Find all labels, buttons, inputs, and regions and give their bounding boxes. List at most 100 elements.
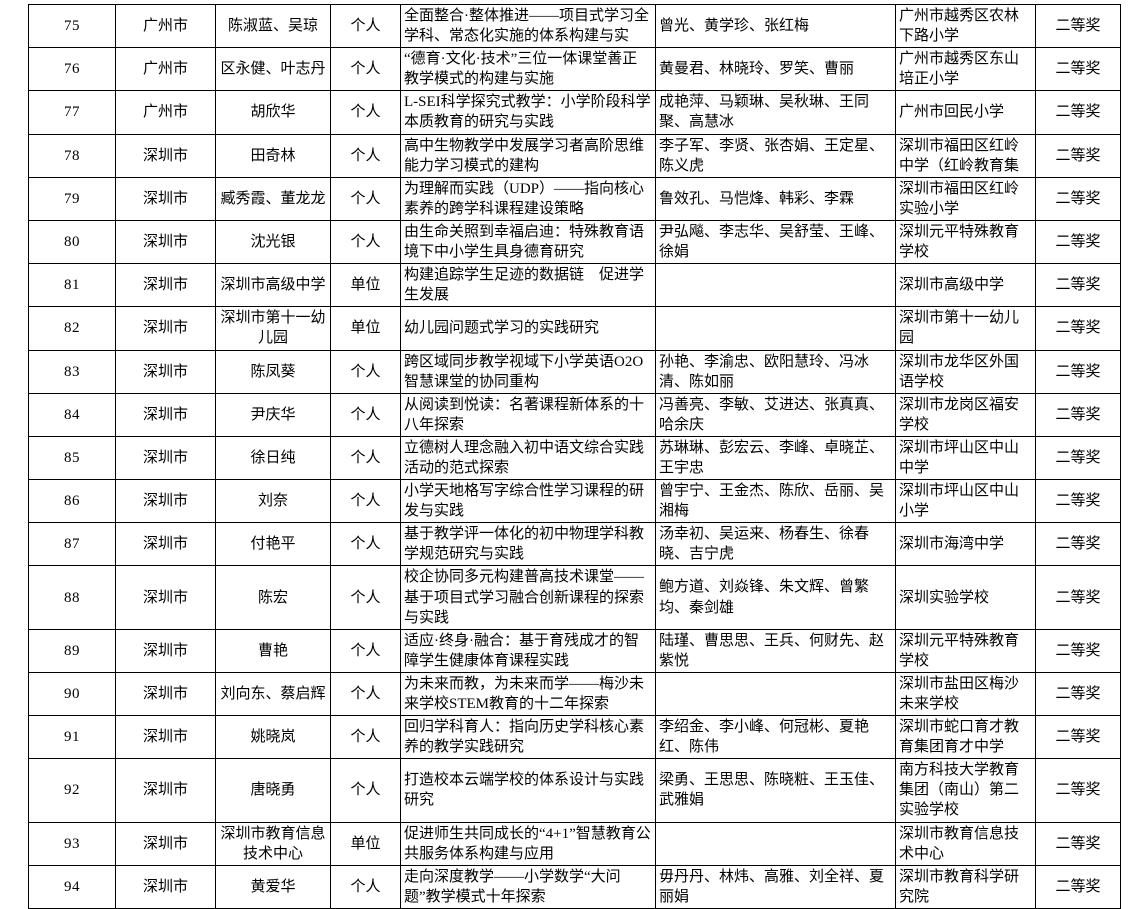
award-table-container: 75 广州市 陈淑蓝、吴琼 个人 全面整合·整体推进——项目式学习全学科、常态化实施的体… — [28, 3, 1121, 909]
cell-organization: 深圳实验学校 — [895, 565, 1036, 630]
cell-award-level: 二等奖 — [1035, 435, 1121, 481]
cell-serial-number: 94 — [28, 864, 116, 909]
cell-owner: 胡欣华 — [215, 90, 331, 135]
cell-city: 深圳市 — [115, 435, 216, 481]
cell-owner: 区永健、叶志丹 — [215, 47, 331, 92]
cell-organization: 深圳市海湾中学 — [895, 522, 1036, 567]
cell-serial-number: 78 — [28, 133, 116, 178]
cell-city: 深圳市 — [115, 565, 216, 630]
cell-type: 个人 — [330, 349, 401, 394]
cell-members: 尹弘飚、李志华、吴舒莹、王峰、徐娟 — [655, 219, 896, 265]
cell-city: 深圳市 — [115, 671, 216, 717]
cell-members: 黄曼君、林晓玲、罗笑、曹丽 — [655, 47, 896, 92]
cell-owner: 陈凤葵 — [215, 349, 331, 394]
cell-members: 孙艳、李渝忠、欧阳慧玲、冯冰清、陈如丽 — [655, 349, 896, 394]
cell-owner: 徐日纯 — [215, 435, 331, 481]
table-row: 87 深圳市 付艳平 个人 基于教学评一体化的初中物理学科教学规范研究与实践 汤幸初、吴运… — [28, 522, 1121, 567]
cell-owner: 深圳市高级中学 — [215, 263, 331, 308]
cell-award-level: 二等奖 — [1035, 392, 1121, 437]
cell-organization: 深圳市盐田区梅沙未来学校 — [895, 671, 1036, 717]
cell-owner: 黄爱华 — [215, 864, 331, 909]
cell-organization: 深圳市福田区红岭实验小学 — [895, 176, 1036, 221]
table-row: 92 深圳市 唐晓勇 个人 打造校本云端学校的体系设计与实践研究 梁勇、王思思、陈晓粧、王… — [28, 758, 1121, 823]
cell-city: 深圳市 — [115, 628, 216, 673]
cell-award-level: 二等奖 — [1035, 3, 1121, 49]
cell-title: “德育·文化·技术”三位一体课堂善正教学模式的构建与实施 — [400, 47, 656, 92]
cell-owner: 深圳市第十一幼儿园 — [215, 306, 331, 351]
cell-organization: 深圳元平特殊教育学校 — [895, 628, 1036, 673]
cell-award-level: 二等奖 — [1035, 133, 1121, 178]
table-row: 78 深圳市 田奇林 个人 高中生物教学中发展学习者高阶思维能力学习模式的建构 李子军、李… — [28, 133, 1121, 178]
cell-type: 单位 — [330, 263, 401, 308]
cell-owner: 陈宏 — [215, 565, 331, 630]
cell-award-level: 二等奖 — [1035, 306, 1121, 351]
table-row: 85 深圳市 徐日纯 个人 立德树人理念融入初中语文综合实践活动的范式探索 苏琳琳、彭宏云… — [28, 435, 1121, 481]
cell-city: 深圳市 — [115, 263, 216, 308]
table-row: 86 深圳市 刘奈 个人 小学天地格写字综合性学习课程的研发与实践 曾宇宁、王金杰、陈欣、… — [28, 479, 1121, 524]
table-row: 93 深圳市 深圳市教育信息技术中心 单位 促进师生共同成长的“4+1”智慧教育公共服务… — [28, 821, 1121, 866]
cell-city: 深圳市 — [115, 349, 216, 394]
cell-type: 个人 — [330, 176, 401, 221]
cell-serial-number: 91 — [28, 715, 116, 760]
cell-serial-number: 93 — [28, 821, 116, 866]
table-row: 90 深圳市 刘向东、蔡启辉 个人 为未来而教，为未来而学——梅沙未来学校STEM教育的… — [28, 671, 1121, 717]
cell-city: 深圳市 — [115, 176, 216, 221]
cell-owner: 田奇林 — [215, 133, 331, 178]
award-table-body: 75 广州市 陈淑蓝、吴琼 个人 全面整合·整体推进——项目式学习全学科、常态化实施的体… — [28, 3, 1121, 909]
cell-city: 深圳市 — [115, 522, 216, 567]
cell-award-level: 二等奖 — [1035, 522, 1121, 567]
cell-title: 由生命关照到幸福启迪：特殊教育语境下中小学生具身德育研究 — [400, 219, 656, 265]
cell-award-level: 二等奖 — [1035, 176, 1121, 221]
cell-title: 小学天地格写字综合性学习课程的研发与实践 — [400, 479, 656, 524]
cell-organization: 深圳市福田区红岭中学（红岭教育集 — [895, 133, 1036, 178]
cell-organization: 深圳市高级中学 — [895, 263, 1036, 308]
cell-serial-number: 81 — [28, 263, 116, 308]
cell-type: 个人 — [330, 392, 401, 437]
cell-members — [655, 263, 896, 308]
cell-members: 苏琳琳、彭宏云、李峰、卓晓芷、王宇忠 — [655, 435, 896, 481]
cell-award-level: 二等奖 — [1035, 758, 1121, 823]
cell-organization: 广州市回民小学 — [895, 90, 1036, 135]
cell-type: 个人 — [330, 3, 401, 49]
cell-serial-number: 92 — [28, 758, 116, 823]
cell-city: 深圳市 — [115, 715, 216, 760]
table-row: 76 广州市 区永健、叶志丹 个人 “德育·文化·技术”三位一体课堂善正教学模式的构建与… — [28, 47, 1121, 92]
cell-title: 从阅读到悦读：名著课程新体系的十八年探索 — [400, 392, 656, 437]
cell-members — [655, 821, 896, 866]
cell-title: 立德树人理念融入初中语文综合实践活动的范式探索 — [400, 435, 656, 481]
cell-city: 深圳市 — [115, 306, 216, 351]
cell-type: 个人 — [330, 628, 401, 673]
cell-title: 构建追踪学生足迹的数据链 促进学生发展 — [400, 263, 656, 308]
cell-city: 深圳市 — [115, 392, 216, 437]
cell-owner: 深圳市教育信息技术中心 — [215, 821, 331, 866]
cell-serial-number: 90 — [28, 671, 116, 717]
cell-type: 个人 — [330, 435, 401, 481]
cell-owner: 刘向东、蔡启辉 — [215, 671, 331, 717]
cell-title: 幼儿园问题式学习的实践研究 — [400, 306, 656, 351]
cell-organization: 深圳市教育科学研究院 — [895, 864, 1036, 909]
cell-serial-number: 77 — [28, 90, 116, 135]
cell-members: 陆瑾、曹思思、王兵、何财先、赵紫悦 — [655, 628, 896, 673]
cell-organization: 深圳市坪山区中山小学 — [895, 479, 1036, 524]
cell-award-level: 二等奖 — [1035, 671, 1121, 717]
cell-type: 个人 — [330, 671, 401, 717]
table-row: 80 深圳市 沈光银 个人 由生命关照到幸福启迪：特殊教育语境下中小学生具身德育研究 尹弘… — [28, 219, 1121, 265]
cell-award-level: 二等奖 — [1035, 90, 1121, 135]
cell-members — [655, 671, 896, 717]
table-row: 91 深圳市 姚晓岚 个人 回归学科育人：指向历史学科核心素养的教学实践研究 李绍金、李小… — [28, 715, 1121, 760]
cell-title: 回归学科育人：指向历史学科核心素养的教学实践研究 — [400, 715, 656, 760]
cell-city: 广州市 — [115, 90, 216, 135]
cell-organization: 深圳市龙华区外国语学校 — [895, 349, 1036, 394]
cell-type: 个人 — [330, 219, 401, 265]
cell-award-level: 二等奖 — [1035, 628, 1121, 673]
cell-owner: 陈淑蓝、吴琼 — [215, 3, 331, 49]
cell-award-level: 二等奖 — [1035, 821, 1121, 866]
cell-award-level: 二等奖 — [1035, 565, 1121, 630]
cell-serial-number: 79 — [28, 176, 116, 221]
cell-title: 跨区域同步教学视域下小学英语O2O智慧课堂的协同重构 — [400, 349, 656, 394]
cell-owner: 臧秀霞、董龙龙 — [215, 176, 331, 221]
cell-type: 个人 — [330, 90, 401, 135]
cell-organization: 深圳市教育信息技术中心 — [895, 821, 1036, 866]
cell-title: 促进师生共同成长的“4+1”智慧教育公共服务体系构建与应用 — [400, 821, 656, 866]
cell-owner: 唐晓勇 — [215, 758, 331, 823]
